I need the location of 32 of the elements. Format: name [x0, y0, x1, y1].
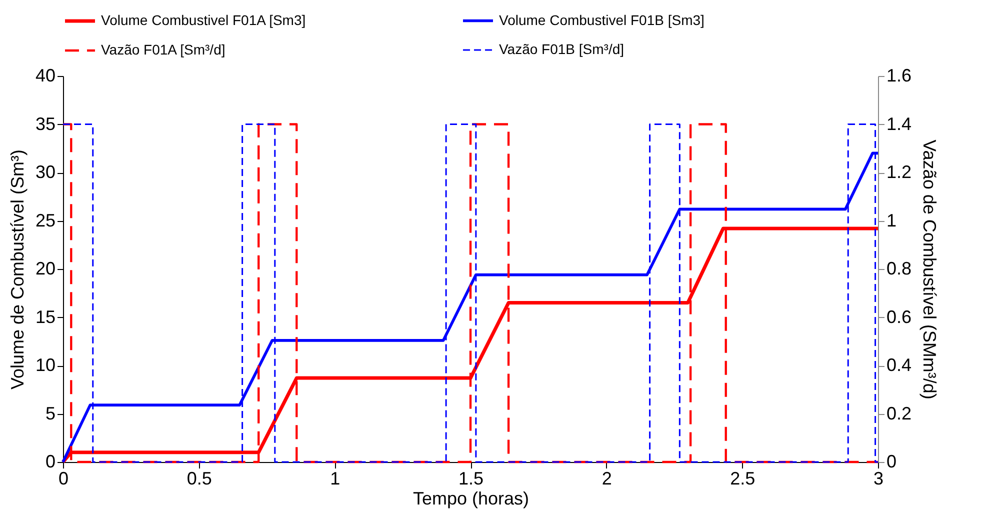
x-tick-label: 0 — [58, 468, 69, 488]
y-tick-label: 25 — [35, 210, 56, 230]
x-tick-label: 3 — [873, 468, 884, 488]
y-tick-label: 5 — [45, 403, 56, 424]
y-tick-label: 35 — [35, 114, 56, 134]
y-tick-label: 10 — [35, 355, 56, 375]
legend-label: Volume Combustivel F01A [Sm3] — [101, 12, 306, 28]
x-axis-title: Tempo (horas) — [412, 488, 530, 508]
x-tick-label: 2 — [602, 468, 612, 488]
x-tick-label: 1 — [330, 468, 340, 488]
x-tick-label: 2.5 — [730, 468, 756, 488]
y-tick-label: 0 — [45, 452, 56, 472]
y2-tick-label: 1.4 — [886, 114, 912, 134]
legend-label: Volume Combustivel F01B [Sm3] — [499, 12, 704, 28]
y2-tick-label: 1.2 — [886, 162, 912, 182]
legend-label: Vazão F01B [Sm³/d] — [499, 41, 624, 57]
y-axis-title: Volume de Combustível (Sm³) — [7, 149, 28, 390]
x-tick-label: 1.5 — [458, 468, 484, 488]
y2-tick-label: 1 — [886, 210, 897, 230]
y2-tick-label: 0.2 — [886, 403, 912, 424]
y-tick-label: 40 — [35, 66, 56, 86]
y2-axis-title: Vazão de Combustível (SMm³/d) — [920, 140, 940, 400]
y2-tick-label: 0.6 — [886, 306, 912, 327]
y-tick-label: 30 — [35, 162, 56, 182]
legend-label: Vazão F01A [Sm³/d] — [101, 42, 226, 58]
y-tick-label: 20 — [35, 258, 56, 278]
y2-tick-label: 0.4 — [886, 355, 912, 375]
y2-tick-label: 0.8 — [886, 258, 912, 278]
y2-tick-label: 0 — [886, 452, 897, 472]
y2-tick-label: 1.6 — [886, 66, 912, 86]
y-tick-label: 15 — [35, 306, 56, 327]
x-tick-label: 0.5 — [186, 468, 212, 488]
